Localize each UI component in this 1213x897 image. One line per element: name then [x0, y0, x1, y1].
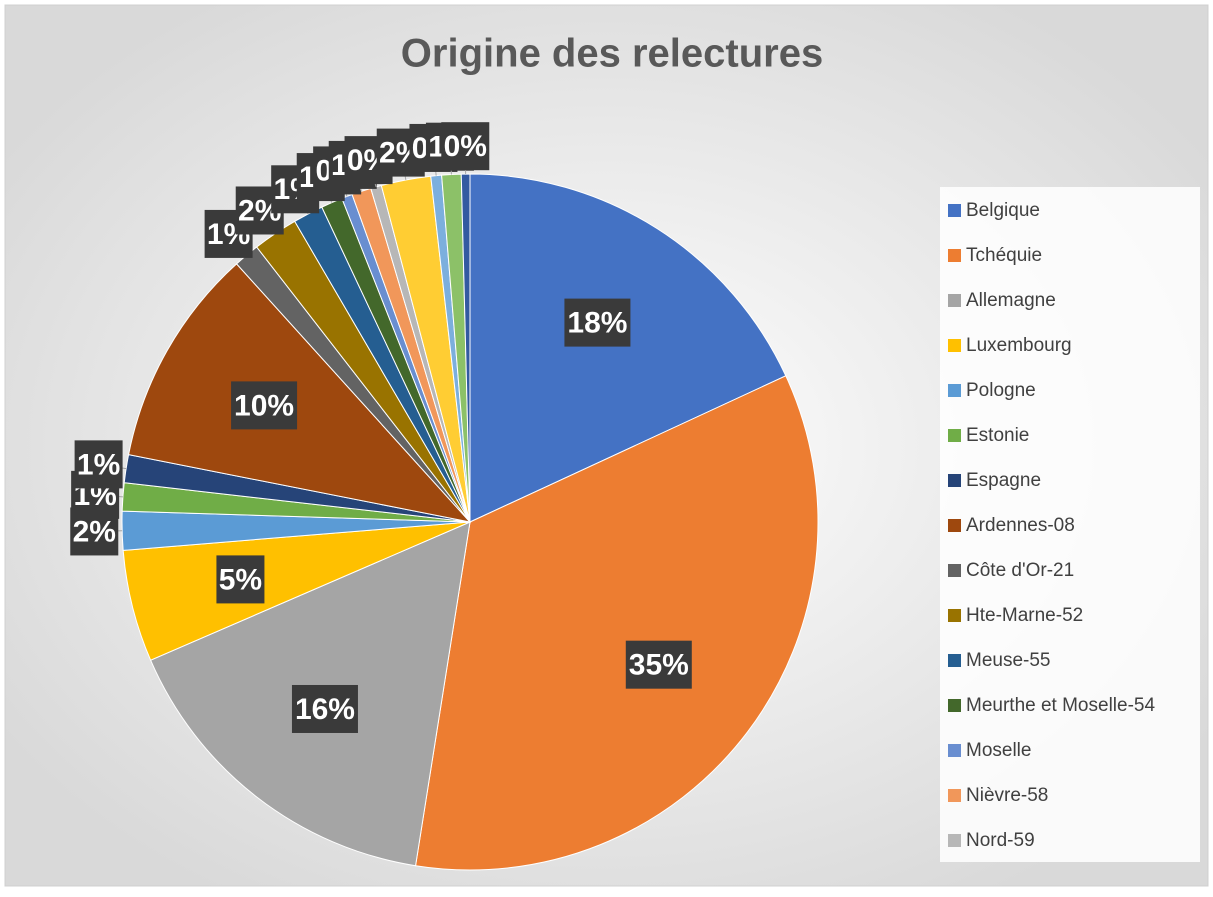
slice — [460, 173, 471, 523]
legend-swatch — [948, 384, 961, 397]
data-label: 10% — [234, 389, 294, 422]
legend-swatch — [948, 429, 961, 442]
data-label: 18% — [567, 307, 627, 340]
data-label: 2% — [73, 515, 116, 548]
legend-swatch — [948, 204, 961, 217]
slice — [127, 263, 472, 523]
legend-label: Nord-59 — [966, 830, 1035, 851]
legend-label: Pologne — [966, 380, 1036, 401]
legend-swatch — [948, 744, 961, 757]
legend-label: Côte d'Or-21 — [966, 560, 1074, 581]
legend-label: Moselle — [966, 740, 1031, 761]
legend-swatch — [948, 789, 961, 802]
data-label: 16% — [295, 693, 355, 726]
legend-label: Tchéquie — [966, 245, 1042, 266]
legend-swatch — [948, 474, 961, 487]
legend-label: Luxembourg — [966, 335, 1072, 356]
label-box — [291, 684, 358, 733]
legend-swatch — [948, 834, 961, 847]
data-label: 35% — [629, 649, 689, 682]
legend-swatch — [948, 249, 961, 262]
legend-box — [940, 187, 1200, 862]
label-box — [74, 440, 123, 489]
slice — [414, 375, 819, 871]
data-label: 1% — [77, 448, 120, 481]
slice — [469, 173, 787, 523]
legend-label: Hte-Marne-52 — [966, 605, 1083, 626]
legend-label: Meurthe et Moselle-54 — [966, 695, 1155, 716]
legend-swatch — [948, 294, 961, 307]
data-label: 5% — [219, 563, 262, 596]
legend-label: Estonie — [966, 425, 1029, 446]
legend-label: Belgique — [966, 200, 1040, 221]
data-label: 0% — [444, 130, 487, 163]
label-box — [231, 381, 298, 430]
chart-title: Origine des relectures — [401, 32, 823, 76]
label-box — [564, 298, 631, 347]
legend-swatch — [948, 519, 961, 532]
legend-swatch — [948, 699, 961, 712]
legend-label: Allemagne — [966, 290, 1056, 311]
legend-swatch — [948, 654, 961, 667]
legend-label: Nièvre-58 — [966, 785, 1048, 806]
legend-swatch — [948, 564, 961, 577]
legend-label: Meuse-55 — [966, 650, 1051, 671]
legend-label: Espagne — [966, 470, 1041, 491]
legend-swatch — [948, 339, 961, 352]
legend-swatch — [948, 609, 961, 622]
label-box — [441, 122, 490, 171]
legend-label: Ardennes-08 — [966, 515, 1075, 536]
label-box — [625, 640, 692, 689]
label-box — [216, 555, 265, 604]
